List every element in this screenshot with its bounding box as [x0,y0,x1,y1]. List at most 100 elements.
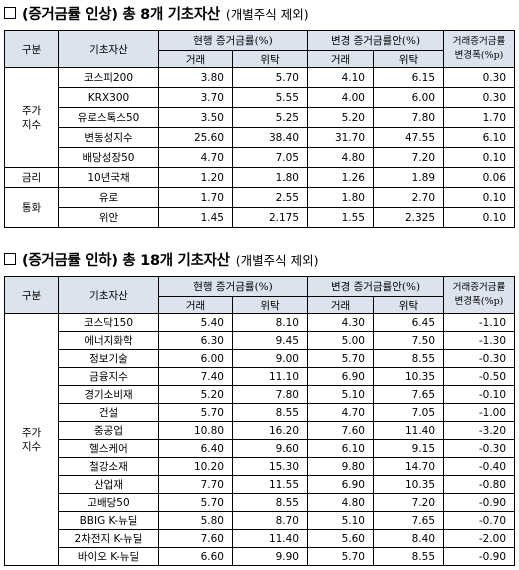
new-consign-value: 10.35 [372,475,445,494]
new-consign-value: 7.65 [372,511,445,530]
cur-trade-value: 5.70 [158,493,233,512]
cur-consign-value: 8.55 [232,493,308,512]
new-trade-value: 5.20 [307,107,374,128]
section2-subtitle: (개별주식 제외) [235,252,319,268]
change-value: 0.10 [443,207,516,228]
change-value: -0.80 [443,475,516,494]
asset-name: BBIG K-뉴딜 [58,511,159,530]
change-value: -0.10 [443,385,516,404]
cur-consign-value: 8.70 [232,511,308,530]
new-trade-value: 5.10 [307,511,374,530]
category-label: 통화 [21,201,42,214]
new-trade-value: 4.30 [307,313,374,332]
section2-title: (증거금률 인하) 총 18개 기초자산 [22,252,230,269]
cur-trade-value: 3.80 [158,67,233,88]
cur-consign-value: 38.40 [232,127,308,148]
cur-consign-value: 9.00 [232,349,308,368]
change-value: 0.06 [443,167,516,188]
new-trade-value: 6.90 [307,475,374,494]
header-current: 현행 증거금률(%) [158,30,308,51]
cur-trade-value: 10.20 [158,457,233,476]
header-proposed: 변경 증거금률안(%) [306,30,445,51]
table-row: 고배당50 5.70 8.55 4.80 7.20 -0.90 [5,493,516,512]
cur-trade-value: 1.70 [158,187,233,208]
new-consign-value: 7.20 [372,147,445,168]
table-row: 건설 5.70 8.55 4.70 7.05 -1.00 [5,403,516,422]
new-trade-value: 31.70 [307,127,374,148]
header-change-line2: 변경폭(%p) [454,296,504,307]
cur-trade-value: 7.60 [158,529,233,548]
change-value: 0.30 [443,87,516,108]
table-row: BBIG K-뉴딜 5.80 8.70 5.10 7.65 -0.70 [5,511,516,530]
header-change: 거래증거금률 변경폭(%p) [443,30,516,68]
cur-consign-value: 11.10 [232,367,308,386]
asset-name: 바이오 K-뉴딜 [58,547,159,566]
category-label: 지수 [21,118,42,131]
header-change-line2: 변경폭(%p) [454,50,504,61]
header-current-trade: 거래 [158,296,233,314]
table-row: 주가 지수 코스닥150 5.40 8.10 4.30 6.45 -1.10 [4,313,516,566]
cur-trade-value: 6.40 [158,439,233,458]
new-trade-value: 5.60 [307,529,374,548]
cur-consign-value: 9.90 [232,547,308,566]
header-change-line1: 거래증거금률 [452,282,506,293]
header-proposed-consign: 위탁 [372,50,445,68]
cur-trade-value: 6.30 [158,331,233,350]
section1-subtitle: (개별주식 제외) [225,6,309,22]
change-value: -0.30 [443,439,516,458]
table-row: 정보기술 6.00 9.00 5.70 8.55 -0.30 [5,349,516,368]
new-trade-value: 1.26 [307,167,374,188]
asset-name: 고배당50 [58,493,159,512]
table-row: KRX300 3.70 5.55 4.00 6.00 0.30 [5,87,516,108]
header-proposed: 변경 증거금률안(%) [306,276,445,297]
header-asset: 기초자산 [58,30,159,68]
asset-name: 정보기술 [58,349,159,368]
change-value: -0.30 [443,349,516,368]
cur-consign-value: 5.70 [232,67,308,88]
cur-trade-value: 25.60 [158,127,233,148]
new-trade-value: 4.10 [307,67,374,88]
asset-name: 위안 [58,207,159,228]
new-trade-value: 5.70 [307,547,374,566]
new-consign-value: 8.55 [372,349,445,368]
table-row: 산업재 7.70 11.55 6.90 10.35 -0.80 [5,475,516,494]
cur-consign-value: 1.80 [232,167,308,188]
section1-heading: (증거금률 인상) 총 8개 기초자산 (개별주식 제외) [4,2,309,24]
section1-title: (증거금률 인상) 총 8개 기초자산 [22,6,220,23]
cur-consign-value: 9.60 [232,439,308,458]
asset-name: 코스닥150 [58,313,159,332]
new-consign-value: 11.40 [372,421,445,440]
cur-consign-value: 16.20 [232,421,308,440]
change-value: -1.00 [443,403,516,422]
category-cell: 주가 지수 [4,67,59,168]
header-category: 구분 [4,30,59,68]
cur-consign-value: 7.80 [232,385,308,404]
table-row: 금융지수 7.40 11.10 6.90 10.35 -0.50 [5,367,516,386]
category-label: 주가 [21,104,42,117]
table-row: 경기소비재 5.20 7.80 5.10 7.65 -0.10 [5,385,516,404]
change-value: 0.10 [443,187,516,208]
table-row: 주가 지수 코스피200 3.80 5.70 4.10 6.15 0.30 [4,67,516,168]
table-row: 배당성장50 4.70 7.05 4.80 7.20 0.10 [5,147,516,168]
asset-name: 에너지화학 [58,331,159,350]
change-value: -3.20 [443,421,516,440]
category-cell: 주가 지수 [4,313,59,566]
asset-name: 건설 [58,403,159,422]
category-label: 지수 [21,440,42,453]
table-row: 유로스톡스50 3.50 5.25 5.20 7.80 1.70 [5,107,516,128]
cur-trade-value: 1.45 [158,207,233,228]
new-trade-value: 5.10 [307,385,374,404]
category-cell: 금리 [4,167,59,188]
new-consign-value: 1.89 [372,167,445,188]
asset-name: 경기소비재 [58,385,159,404]
new-consign-value: 7.80 [372,107,445,128]
new-trade-value: 6.10 [307,439,374,458]
change-value: -1.30 [443,331,516,350]
change-value: -0.40 [443,457,516,476]
table-row: 에너지화학 6.30 9.45 5.00 7.50 -1.30 [5,331,516,350]
cur-trade-value: 1.20 [158,167,233,188]
asset-name: 금융지수 [58,367,159,386]
category-label: 금리 [21,171,42,184]
cur-trade-value: 6.00 [158,349,233,368]
table-row: 헬스케어 6.40 9.60 6.10 9.15 -0.30 [5,439,516,458]
